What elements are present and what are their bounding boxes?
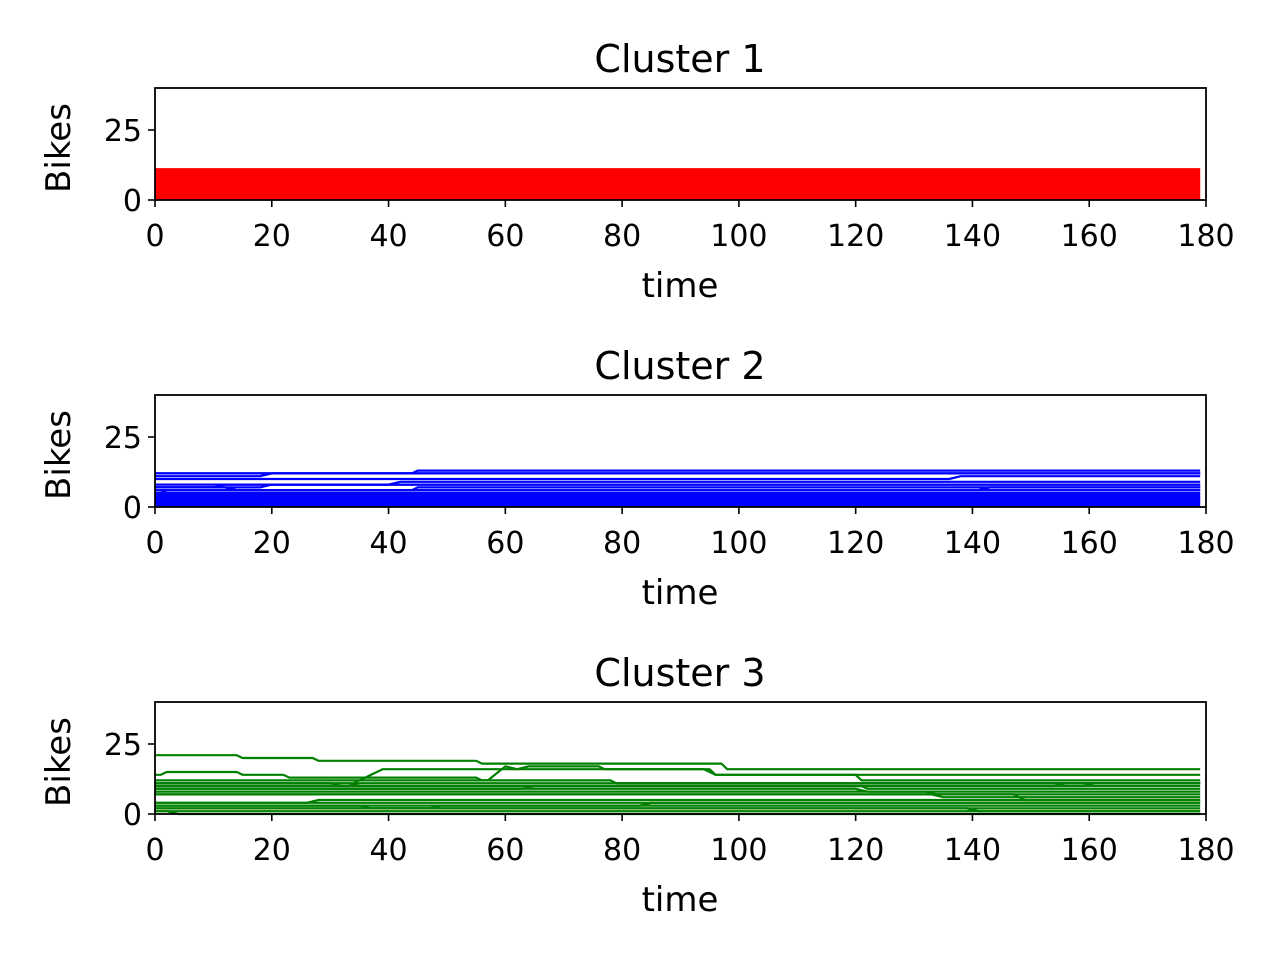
x-tick-label: 80: [603, 526, 641, 561]
x-tick-label: 160: [1061, 219, 1118, 254]
series-line-3: [155, 765, 1201, 782]
tick-labels: 0 20 40 60 80 100 120 140 160 180 0 25: [104, 421, 1235, 561]
plot-lines: [155, 168, 1201, 201]
x-axis-label: time: [642, 266, 719, 306]
series-line-10: [155, 787, 1201, 793]
series-line-2: [155, 770, 1201, 785]
y-tick-label: 25: [104, 728, 142, 763]
x-tick-label: 160: [1061, 526, 1118, 561]
x-tick-label: 80: [603, 833, 641, 868]
x-tick-label: 80: [603, 219, 641, 254]
x-tick-label: 20: [253, 833, 291, 868]
x-tick-label: 160: [1061, 833, 1118, 868]
series-line-1: [155, 754, 1201, 771]
x-tick-label: 0: [145, 526, 164, 561]
axes-frame: [154, 701, 1207, 815]
panel-cluster-2: Cluster 2 Bikes time 0 20 40 60 80 100 120 140 1…: [39, 344, 1235, 613]
panel-title: Cluster 1: [594, 37, 765, 81]
panel-cluster-3: Cluster 3 Bikes time 0 20 40 60 80 100 120 140 1…: [39, 651, 1235, 920]
plot-lines: [155, 469, 1201, 507]
panel-title: Cluster 3: [594, 651, 765, 695]
x-tick-label: 100: [710, 833, 767, 868]
x-axis-label: time: [642, 573, 719, 613]
tick-marks: [148, 743, 1207, 821]
x-tick-label: 20: [253, 526, 291, 561]
series-line-11: [155, 486, 1201, 492]
plot-lines: [155, 754, 1201, 816]
x-tick-label: 40: [369, 833, 407, 868]
y-axis-label: Bikes: [39, 410, 79, 500]
x-tick-label: 60: [486, 526, 524, 561]
x-tick-label: 120: [827, 526, 884, 561]
x-tick-label: 0: [145, 219, 164, 254]
series-line-9: [155, 784, 1201, 790]
series-line-4: [155, 475, 1201, 481]
series-line-16: [155, 801, 1201, 807]
x-tick-label: 0: [145, 833, 164, 868]
tick-labels: 0 20 40 60 80 100 120 140 160 180 0 25: [104, 728, 1235, 868]
x-tick-label: 140: [944, 526, 1001, 561]
x-tick-label: 120: [827, 833, 884, 868]
tick-labels: 0 20 40 60 80 100 120 140 160 180 0 25: [104, 114, 1235, 254]
series-line-4: [155, 768, 1201, 785]
x-tick-label: 60: [486, 219, 524, 254]
panel-title: Cluster 2: [594, 344, 765, 388]
tick-marks: [148, 436, 1207, 514]
y-tick-label: 25: [104, 421, 142, 456]
x-tick-label: 60: [486, 833, 524, 868]
y-tick-label: 0: [123, 798, 142, 833]
x-tick-label: 120: [827, 219, 884, 254]
y-tick-label: 0: [123, 491, 142, 526]
x-tick-label: 140: [944, 219, 1001, 254]
x-axis-label: time: [642, 880, 719, 920]
x-tick-label: 100: [710, 219, 767, 254]
x-tick-label: 100: [710, 526, 767, 561]
y-tick-label: 25: [104, 114, 142, 149]
y-axis-label: Bikes: [39, 717, 79, 807]
axes-frame: [154, 394, 1207, 508]
x-tick-label: 180: [1177, 526, 1234, 561]
axes-frame: [154, 87, 1207, 201]
panel-cluster-1: Cluster 1 Bikes time 0 20 40 60 80 100 120 140 1…: [39, 37, 1235, 306]
series-line-3: [155, 472, 1201, 478]
x-tick-label: 140: [944, 833, 1001, 868]
series-line-11: [155, 790, 1201, 796]
y-axis-label: Bikes: [39, 103, 79, 193]
y-tick-label: 0: [123, 184, 142, 219]
x-tick-label: 180: [1177, 219, 1234, 254]
x-tick-label: 40: [369, 526, 407, 561]
tick-marks: [148, 129, 1207, 207]
x-tick-label: 180: [1177, 833, 1234, 868]
x-tick-label: 20: [253, 219, 291, 254]
x-tick-label: 40: [369, 219, 407, 254]
